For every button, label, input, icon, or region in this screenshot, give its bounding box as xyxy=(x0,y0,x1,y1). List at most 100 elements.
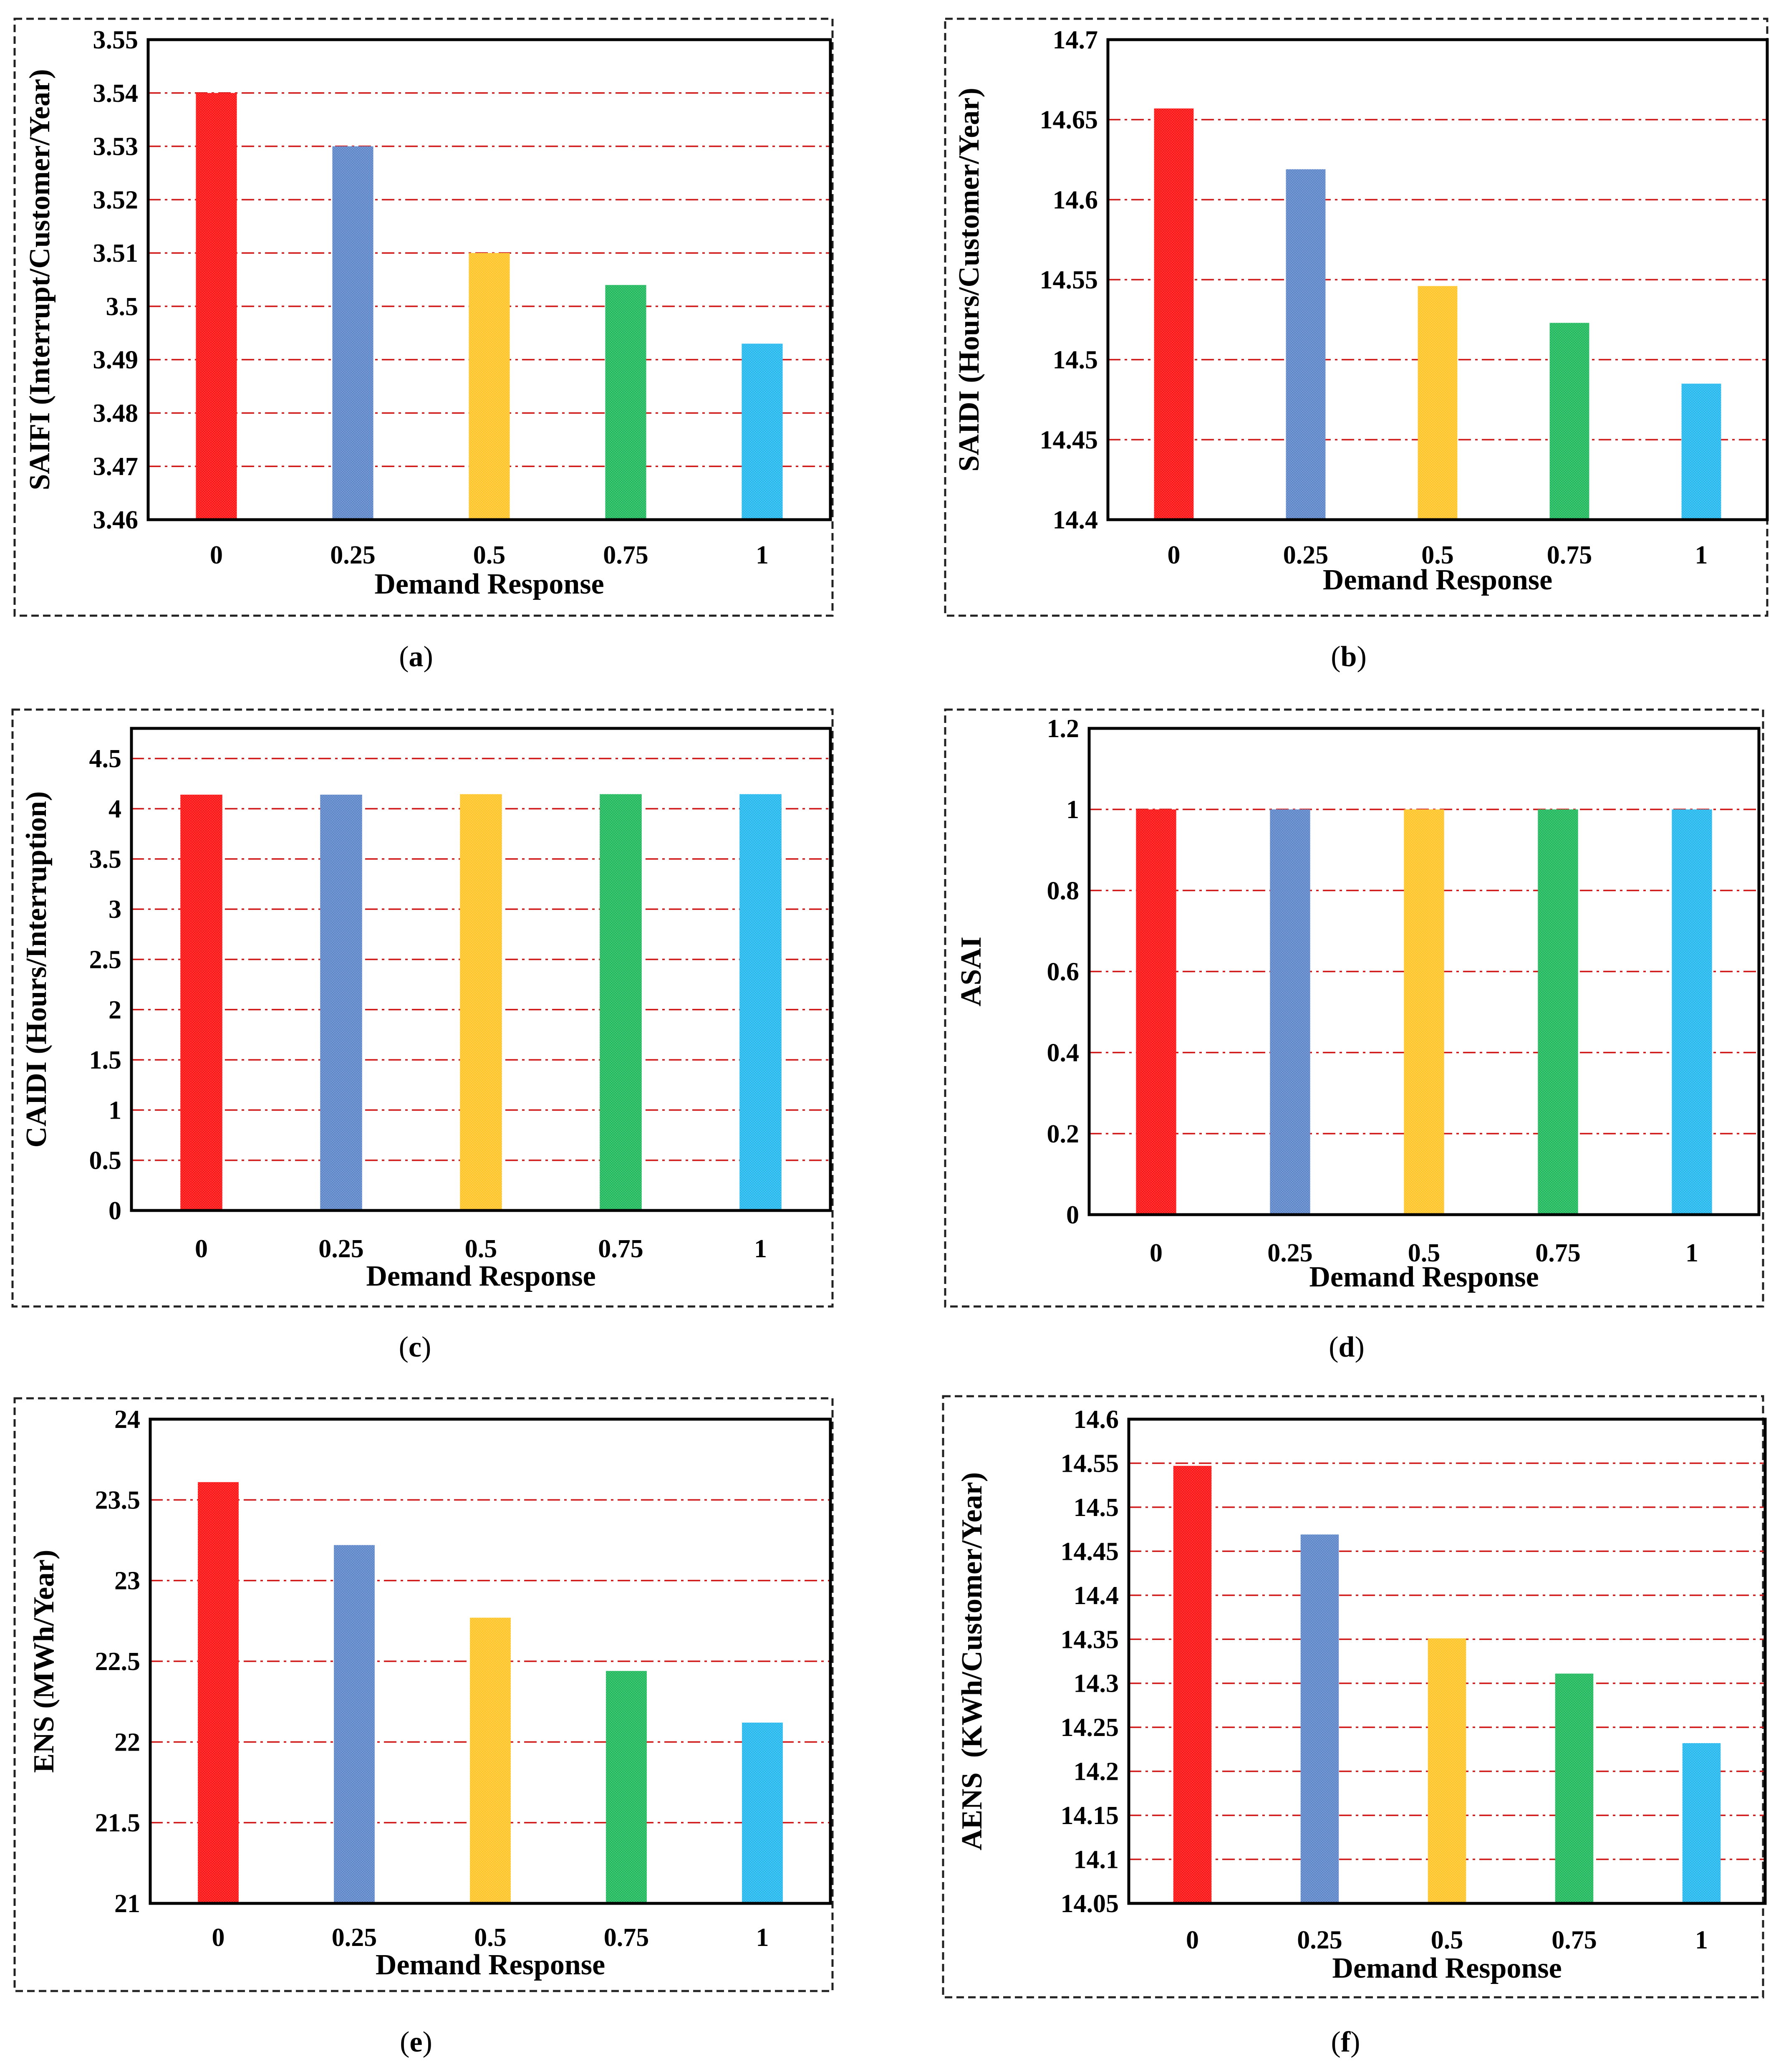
y-tick-label: 14.2 xyxy=(1074,1758,1119,1786)
x-tick-label: 0.75 xyxy=(598,1235,643,1263)
caption-open: ( xyxy=(400,2026,409,2058)
y-tick-label: 24 xyxy=(114,1405,140,1434)
x-tick-label: 0.5 xyxy=(473,541,506,569)
panel-caption: (b) xyxy=(1331,641,1367,673)
panel-border xyxy=(13,1397,834,1992)
panel-caption: (c) xyxy=(399,1331,431,1363)
bar-texture xyxy=(198,1482,239,1903)
bar-texture xyxy=(469,253,510,520)
caption-close: ) xyxy=(421,1331,431,1363)
panel-caption: (f) xyxy=(1331,2026,1360,2058)
y-tick-label: 4 xyxy=(108,795,121,824)
x-tick-label: 1 xyxy=(1685,1239,1698,1267)
y-tick-label: 23.5 xyxy=(95,1486,141,1514)
panel-border xyxy=(944,708,1764,1308)
bar-texture xyxy=(1404,809,1444,1215)
y-tick-label: 14.25 xyxy=(1061,1713,1119,1742)
y-axis-title: AENS (KWh/Customer/Year) xyxy=(956,1472,988,1850)
y-tick-label: 14.65 xyxy=(1040,106,1098,134)
caption-close: ) xyxy=(423,2026,432,2058)
x-tick-label: 0 xyxy=(195,1235,208,1263)
bar-texture xyxy=(470,1617,511,1903)
y-tick-label: 14.15 xyxy=(1061,1802,1119,1830)
chart-panel-a: 3.46 3.47 3.48 3.49 3.5 3.51 3.52 3.53 3.54 3.55 0… xyxy=(13,18,834,673)
plot-area-frame xyxy=(149,1418,832,1905)
y-axis-title: SAIDI (Hours/Customer/Year) xyxy=(953,88,985,472)
y-tick-label: 1 xyxy=(108,1096,121,1124)
bar-texture xyxy=(1549,323,1589,520)
caption-close: ) xyxy=(1350,2026,1360,2058)
x-tick-label: 0 xyxy=(210,541,223,569)
y-axis-title: ASAI xyxy=(955,937,987,1006)
caption-open: ( xyxy=(399,1331,409,1363)
y-axis-title: ENS (MWh/Year) xyxy=(28,1550,60,1773)
x-axis-title: Demand Response xyxy=(366,1260,595,1292)
x-tick-label: 1 xyxy=(756,1923,769,1952)
y-tick-label: 2.5 xyxy=(89,945,122,974)
panel-border xyxy=(13,18,834,617)
y-tick-label: 3.46 xyxy=(93,506,139,534)
caption-letter: c xyxy=(409,1331,421,1363)
bar-texture xyxy=(332,146,373,520)
plot-area-frame xyxy=(1106,38,1769,521)
bar-texture xyxy=(1300,1534,1339,1903)
plot-area-frame xyxy=(1087,727,1761,1216)
plot-area-frame xyxy=(146,38,832,521)
bar-texture xyxy=(1682,1743,1721,1903)
y-tick-label: 14.5 xyxy=(1074,1493,1119,1522)
plot-area-frame xyxy=(1127,1418,1767,1905)
x-tick-label: 1 xyxy=(1695,541,1708,569)
y-tick-label: 3.54 xyxy=(93,79,139,108)
x-tick-label: 0.25 xyxy=(330,541,376,569)
y-tick-label: 3.48 xyxy=(93,399,139,427)
panel-caption: (a) xyxy=(399,641,433,673)
y-tick-label: 3 xyxy=(108,895,121,924)
panel-caption: (e) xyxy=(400,2026,432,2058)
panel-caption: (d) xyxy=(1329,1331,1365,1363)
y-tick-label: 14.4 xyxy=(1074,1582,1119,1610)
y-tick-label: 23 xyxy=(114,1567,140,1595)
y-tick-label: 22.5 xyxy=(95,1647,141,1676)
plot-area-frame xyxy=(130,727,832,1212)
y-tick-label: 14.4 xyxy=(1053,506,1098,534)
chart-panel-e: 21 21.5 22 22.5 23 23.5 24 0 0.25 0.5 0.75 1 Demand … xyxy=(13,1397,834,2058)
y-tick-label: 14.3 xyxy=(1074,1670,1119,1698)
caption-open: ( xyxy=(399,641,409,673)
x-axis-title: Demand Response xyxy=(374,568,604,600)
x-tick-label: 0.5 xyxy=(1421,541,1454,569)
caption-letter: d xyxy=(1339,1331,1355,1363)
y-tick-label: 0.6 xyxy=(1047,958,1080,986)
y-tick-label: 14.55 xyxy=(1040,266,1098,294)
bar-texture xyxy=(180,794,222,1210)
y-tick-label: 0.5 xyxy=(89,1147,122,1175)
x-tick-label: 0 xyxy=(212,1923,225,1952)
bar-texture xyxy=(1555,1673,1594,1903)
x-tick-label: 0.25 xyxy=(1297,1926,1342,1954)
caption-open: ( xyxy=(1331,641,1340,673)
x-tick-label: 0 xyxy=(1168,541,1181,569)
chart-panel-b: 14.4 14.45 14.5 14.55 14.6 14.65 14.7 0 0.25 0.5 0… xyxy=(944,18,1769,673)
bar-texture xyxy=(1154,108,1194,520)
x-tick-label: 1 xyxy=(754,1235,767,1263)
x-tick-label: 0.5 xyxy=(1431,1926,1463,1954)
y-tick-label: 0.2 xyxy=(1047,1120,1080,1148)
chart-panel-c: 0 0.5 1 1.5 2 2.5 3 3.5 4 4.5 0 0.25 0.5 0.75 1 Demand … xyxy=(11,708,834,1363)
x-tick-label: 0.75 xyxy=(604,1923,649,1952)
bar-texture xyxy=(600,794,642,1210)
caption-close: ) xyxy=(1355,1331,1364,1363)
y-tick-label: 14.1 xyxy=(1074,1846,1119,1874)
y-tick-label: 0.4 xyxy=(1047,1039,1080,1067)
y-tick-label: 14.6 xyxy=(1053,186,1098,214)
y-tick-label: 14.55 xyxy=(1061,1449,1119,1478)
x-tick-label: 0.25 xyxy=(318,1235,364,1263)
x-tick-label: 0.25 xyxy=(1283,541,1329,569)
x-axis-title: Demand Response xyxy=(1309,1261,1539,1293)
bar-texture xyxy=(1538,809,1578,1215)
x-tick-label: 0.5 xyxy=(465,1235,497,1263)
y-tick-label: 0.8 xyxy=(1047,877,1080,905)
x-axis-title: Demand Response xyxy=(1332,1952,1562,1984)
x-tick-label: 0.75 xyxy=(1547,541,1592,569)
y-tick-label: 14.6 xyxy=(1074,1405,1119,1434)
bar-texture xyxy=(1286,169,1326,520)
